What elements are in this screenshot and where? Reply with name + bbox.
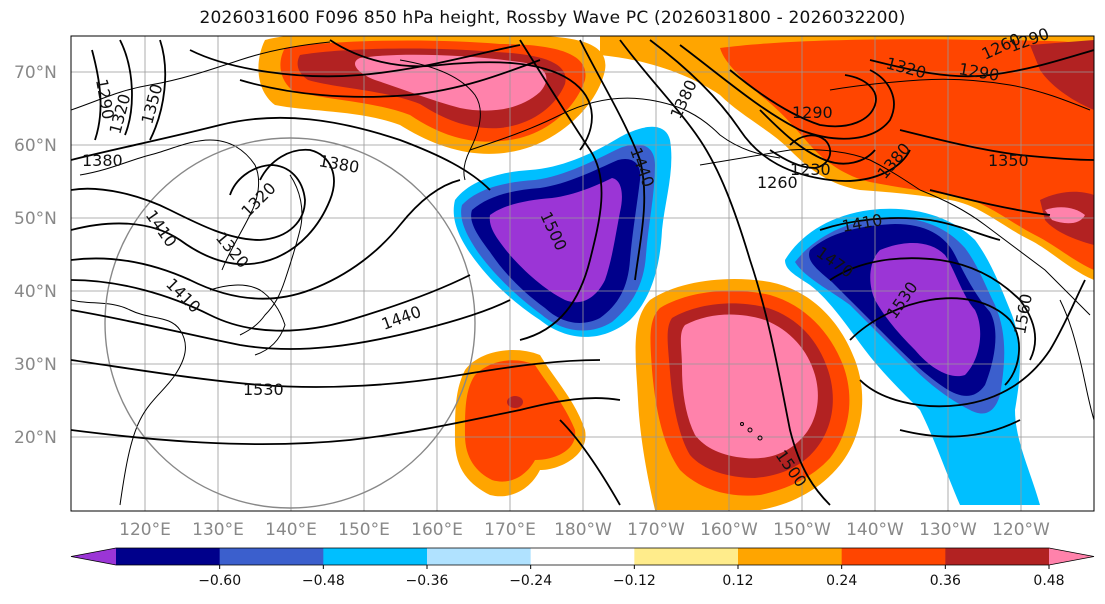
latitude-labels: 70°N 60°N 50°N 40°N 30°N 20°N [14, 63, 57, 448]
lon-label: 150°E [338, 520, 390, 540]
lat-label: 50°N [14, 209, 57, 229]
colorbar-tick-label: −0.12 [613, 573, 656, 589]
contour-label: 1260 [757, 173, 798, 192]
longitude-labels: 120°E 130°E 140°E 150°E 160°E 170°E 180°… [119, 520, 1050, 540]
lon-label: 180°W [554, 520, 612, 540]
lat-label: 60°N [14, 136, 57, 156]
colorbar-tick-label: −0.60 [198, 573, 241, 589]
lat-label: 40°N [14, 282, 57, 302]
colorbar-segment [116, 548, 221, 565]
lon-label: 150°W [773, 520, 831, 540]
colorbar-extend-high [1049, 548, 1094, 565]
lon-label: 160°W [700, 520, 758, 540]
contour-label: 1380 [82, 151, 123, 170]
colorbar-tick-label: −0.36 [406, 573, 449, 589]
lon-label: 140°W [846, 520, 904, 540]
negative-anomaly-central [453, 126, 672, 337]
positive-anomaly-hawaii [635, 279, 863, 510]
map-frame [70, 35, 1095, 512]
lon-label: 120°E [119, 520, 171, 540]
lon-label: 130°E [192, 520, 244, 540]
lon-label: 140°E [265, 520, 317, 540]
positive-anomaly-subtropics [455, 350, 586, 497]
lon-label: 160°E [411, 520, 463, 540]
colorbar-segment [219, 548, 324, 565]
coastlines [71, 41, 1094, 506]
lat-label: 70°N [14, 63, 57, 83]
colorbar-tick-label: −0.24 [509, 573, 552, 589]
colorbar-extend-low [71, 548, 116, 565]
colorbar-outline [70, 547, 1095, 566]
figure-title: 2026031600 F096 850 hPa height, Rossby W… [199, 8, 906, 28]
contour-label: 1290 [792, 103, 833, 122]
colorbar-tick-label: 0.48 [1033, 573, 1064, 589]
lon-label: 170°W [627, 520, 685, 540]
colorbar-tick-label: 0.36 [930, 573, 961, 589]
contour-label: 1230 [790, 160, 831, 179]
colorbar-segment [323, 548, 428, 565]
colorbar: −0.60 −0.48 −0.36 −0.24 −0.12 0.12 0.24 0.36 0.4… [70, 547, 1095, 589]
contour-label: 1530 [243, 380, 284, 399]
lat-label: 30°N [14, 355, 57, 375]
colorbar-tick-label: −0.48 [302, 573, 345, 589]
colorbar-segment [738, 548, 843, 565]
region-circle [104, 137, 476, 509]
negative-anomaly-east [785, 208, 1040, 505]
colorbar-segment [530, 548, 635, 565]
colorbar-segment [841, 548, 946, 565]
height-contours [71, 39, 1094, 506]
colorbar-segment [427, 548, 532, 565]
lon-label: 120°W [992, 520, 1050, 540]
colorbar-tick-label: 0.12 [722, 573, 753, 589]
lon-label: 130°W [919, 520, 977, 540]
colorbar-segment [634, 548, 739, 565]
colorbar-segment [945, 548, 1050, 565]
lon-label: 170°E [484, 520, 536, 540]
colorbar-tick-label: 0.24 [826, 573, 857, 589]
lat-label: 20°N [14, 428, 57, 448]
contour-label: 1350 [988, 151, 1029, 170]
